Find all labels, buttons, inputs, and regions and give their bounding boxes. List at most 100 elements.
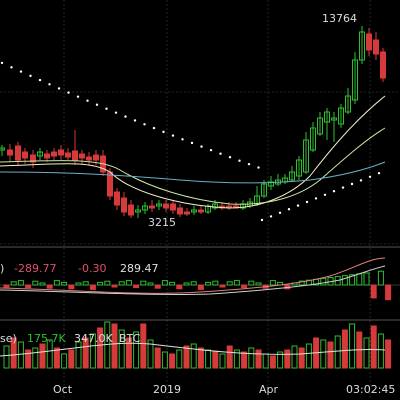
macd-bar [377,270,384,286]
macd-bar [147,282,154,286]
sar-dot [377,172,381,175]
macd-bar [140,280,147,286]
sar-dot [314,197,318,200]
volume-bar [147,339,154,369]
candle-body [324,111,330,123]
candle-body [310,127,316,151]
volume-bar [233,349,240,369]
candle-body [289,171,295,181]
macd-bar [10,281,17,286]
candle-body [268,181,274,187]
ma-fast-line [0,95,386,209]
macd-bar [212,280,219,286]
candle-body [22,151,28,159]
macd-bar [161,280,168,286]
macd-bar [233,280,240,286]
sar-dot [269,215,273,218]
volume-bar [341,329,348,369]
volume-bar [349,323,356,369]
volume-legend-value-2: 347.0K [74,332,113,345]
volume-bar [269,355,276,369]
volume-bar [176,349,183,369]
candle-body [359,31,365,61]
candle-body [0,147,5,151]
price-panel [0,26,386,222]
volume-bar [111,323,118,369]
macd-bar [205,281,212,286]
candle-body [317,117,323,135]
sar-dot [124,115,127,118]
sar-dot [162,130,165,134]
candle-body [212,203,218,209]
sar-dot [57,87,61,90]
macd-bar [255,282,262,286]
candle-body [170,203,176,211]
macd-bar [82,281,89,286]
macd-bar [3,284,10,288]
macd-bar [183,282,190,286]
volume-bar [154,347,161,369]
sar-dot [287,208,291,211]
sar-dot [257,166,260,169]
volume-bar [226,345,233,369]
sar-dot [350,182,354,186]
volume-bar [363,337,370,369]
macd-legend-value-2: -0.30 [78,262,106,275]
sar-dot [278,211,282,214]
macd-bar [89,284,96,290]
volume-bar [262,353,269,369]
volume-bar [25,349,32,369]
volume-bar [39,343,46,369]
candle-body [128,204,134,216]
volume-legend-prefix: se) [0,332,17,345]
volume-bar [305,343,312,369]
macd-legend-value-1: -289.77 [14,262,56,275]
candle-body [15,145,21,161]
sar-dot [48,83,51,86]
macd-bar [46,284,53,289]
volume-bar [255,349,262,369]
macd-bar [61,281,68,286]
candle-body [345,95,351,113]
sar-dot [332,190,336,193]
volume-bar [183,345,190,369]
sar-dot [67,91,70,94]
macd-bar [197,284,204,290]
candle-body [198,209,204,213]
macd-bar [370,284,377,299]
macd-bar [125,280,132,286]
macd-bar [385,284,392,301]
macd-bar [349,274,356,286]
volume-bar [334,335,341,369]
candle-body [142,205,148,211]
candle-body [177,207,183,215]
volume-bar [284,349,291,369]
macd-legend-prefix: ) [0,262,4,275]
volume-bar [46,339,53,369]
volume-bar [205,349,212,369]
volume-bar [197,347,204,369]
high-label: 13764 [322,12,357,25]
x-tick-2019: 2019 [153,383,181,396]
sar-dot [29,74,32,78]
sar-dot [247,162,251,166]
candle-body [149,205,155,209]
candle-body [107,171,113,197]
macd-bar [133,284,140,289]
sar-dot [19,70,23,73]
sar-dot [238,159,241,162]
sar-dot [181,138,184,141]
macd-bar [154,284,161,289]
sar-dot [368,175,372,178]
candle-body [51,151,57,157]
sar-dot [143,123,146,126]
volume-bar [140,323,147,369]
macd-bar [17,280,24,286]
volume-bar [169,353,176,369]
volume-bar [89,333,96,369]
candle-body [58,149,64,156]
candle-body [163,203,169,209]
macd-bar [97,281,104,286]
